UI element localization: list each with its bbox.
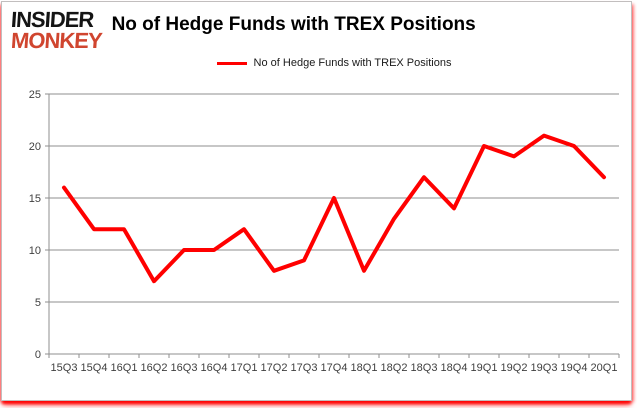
x-axis-label: 19Q3 (531, 362, 558, 374)
y-axis-label: 5 (35, 297, 41, 309)
x-axis-label: 19Q4 (561, 362, 588, 374)
x-axis-label: 16Q3 (171, 362, 198, 374)
x-axis-label: 17Q2 (261, 362, 288, 374)
y-axis-label: 25 (29, 89, 41, 101)
x-axis-label: 19Q2 (501, 362, 528, 374)
x-axis-label: 17Q3 (291, 362, 318, 374)
x-axis-label: 16Q4 (201, 362, 228, 374)
x-axis-label: 19Q1 (471, 362, 498, 374)
legend-label: No of Hedge Funds with TREX Positions (253, 57, 452, 69)
y-axis-label: 0 (35, 349, 41, 361)
x-axis-label: 18Q4 (441, 362, 468, 374)
x-axis-label: 17Q4 (321, 362, 348, 374)
legend: No of Hedge Funds with TREX Positions (49, 57, 619, 69)
x-axis-label: 16Q2 (141, 362, 168, 374)
y-axis-label: 20 (29, 141, 41, 153)
x-axis-label: 18Q2 (381, 362, 408, 374)
x-axis-label: 15Q4 (81, 362, 108, 374)
x-axis-label: 16Q1 (111, 362, 138, 374)
insider-monkey-logo: INSIDER MONKEY (10, 7, 103, 53)
header: INSIDER MONKEY No of Hedge Funds with TR… (10, 7, 623, 53)
x-axis-label: 18Q1 (351, 362, 378, 374)
data-series-line (62, 133, 606, 284)
y-axis-label: 15 (29, 193, 41, 205)
x-axis-label: 15Q3 (51, 362, 78, 374)
chart-image-frame: INSIDER MONKEY No of Hedge Funds with TR… (1, 1, 632, 401)
logo-text-monkey: MONKEY (10, 27, 103, 53)
x-axis-label: 20Q1 (591, 362, 618, 374)
x-axis-label: 18Q3 (411, 362, 438, 374)
chart-title: No of Hedge Funds with TREX Positions (111, 14, 476, 35)
legend-line-swatch (216, 61, 247, 65)
y-axis-label: 10 (29, 245, 41, 257)
x-axis-label: 17Q1 (231, 362, 258, 374)
